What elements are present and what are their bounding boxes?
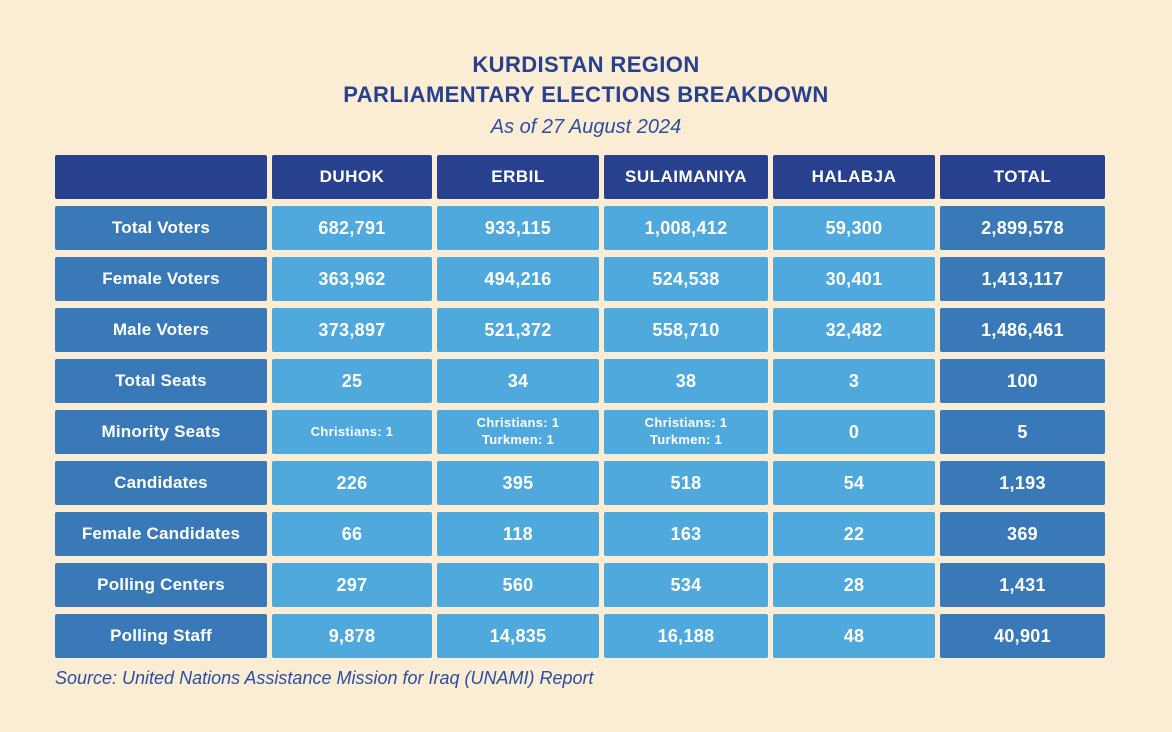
table-cell: 34: [437, 359, 599, 403]
table-cell: 28: [773, 563, 935, 607]
source-note: Source: United Nations Assistance Missio…: [55, 668, 594, 688]
page-title-line-2: PARLIAMENTARY ELECTIONS BREAKDOWN: [343, 82, 829, 107]
table-cell: 16,188: [604, 614, 768, 658]
table-cell: 933,115: [437, 206, 599, 250]
table-cell: 521,372: [437, 308, 599, 352]
row-label-total-seats: Total Seats: [55, 359, 267, 403]
table-cell: Christians: 1 Turkmen: 1: [604, 410, 768, 454]
table-cell: 1,008,412: [604, 206, 768, 250]
table-cell: 524,538: [604, 257, 768, 301]
column-header-halabja: HALABJA: [773, 155, 935, 199]
column-header-duhok: DUHOK: [272, 155, 432, 199]
row-label-polling-staff: Polling Staff: [55, 614, 267, 658]
table-cell: 9,878: [272, 614, 432, 658]
table-cell: 22: [773, 512, 935, 556]
table-cell: 118: [437, 512, 599, 556]
table-cell: 40,901: [940, 614, 1105, 658]
row-label-male-voters: Male Voters: [55, 308, 267, 352]
table-cell: 560: [437, 563, 599, 607]
row-label-candidates: Candidates: [55, 461, 267, 505]
row-label-total-voters: Total Voters: [55, 206, 267, 250]
table-cell: 38: [604, 359, 768, 403]
table-cell: 369: [940, 512, 1105, 556]
table-cell: 534: [604, 563, 768, 607]
table-cell: 59,300: [773, 206, 935, 250]
table-cell: 494,216: [437, 257, 599, 301]
table-cell: 5: [940, 410, 1105, 454]
page-header: KURDISTAN REGION PARLIAMENTARY ELECTIONS…: [0, 50, 1172, 141]
column-header-total: TOTAL: [940, 155, 1105, 199]
table-cell: 163: [604, 512, 768, 556]
row-label-female-candidates: Female Candidates: [55, 512, 267, 556]
table-cell: 54: [773, 461, 935, 505]
as-of-date: As of 27 August 2024: [490, 116, 682, 138]
table-cell: 395: [437, 461, 599, 505]
table-cell: 1,413,117: [940, 257, 1105, 301]
table-cell: 66: [272, 512, 432, 556]
table-cell: 518: [604, 461, 768, 505]
table-cell: 30,401: [773, 257, 935, 301]
table-cell: 0: [773, 410, 935, 454]
table-corner-cell: [55, 155, 267, 199]
table-cell: 100: [940, 359, 1105, 403]
table-cell: 32,482: [773, 308, 935, 352]
table-cell: 3: [773, 359, 935, 403]
row-label-minority-seats: Minority Seats: [55, 410, 267, 454]
column-header-erbil: ERBIL: [437, 155, 599, 199]
table-cell: 363,962: [272, 257, 432, 301]
table-cell: 373,897: [272, 308, 432, 352]
table-cell: 14,835: [437, 614, 599, 658]
table-cell: Christians: 1 Turkmen: 1: [437, 410, 599, 454]
elections-table: DUHOK ERBIL SULAIMANIYA HALABJA TOTAL Total V…: [55, 155, 1105, 658]
row-label-female-voters: Female Voters: [55, 257, 267, 301]
table-cell: 2,899,578: [940, 206, 1105, 250]
table-cell: 1,486,461: [940, 308, 1105, 352]
table-cell: 558,710: [604, 308, 768, 352]
table-cell: 1,431: [940, 563, 1105, 607]
table-cell: 25: [272, 359, 432, 403]
column-header-sulaimaniya: SULAIMANIYA: [604, 155, 768, 199]
table-cell: Christians: 1: [272, 410, 432, 454]
table-cell: 48: [773, 614, 935, 658]
page-title-line-1: KURDISTAN REGION: [472, 52, 700, 77]
table-cell: 682,791: [272, 206, 432, 250]
table-cell: 1,193: [940, 461, 1105, 505]
row-label-polling-centers: Polling Centers: [55, 563, 267, 607]
table-cell: 297: [272, 563, 432, 607]
table-cell: 226: [272, 461, 432, 505]
